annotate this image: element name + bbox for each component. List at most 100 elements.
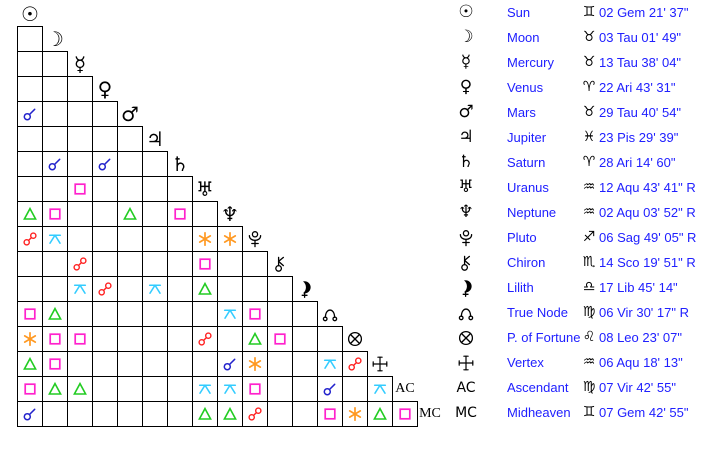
table-row-sun: ☉ Sun ♊ 02 Gem 21' 37" bbox=[0, 0, 705, 25]
quincunx-aspect-icon bbox=[222, 306, 238, 322]
aspect-cell-venus-mercury bbox=[67, 76, 93, 102]
ascendant-glyph-text: AC bbox=[456, 379, 476, 396]
aspect-cell-ascendant-moon bbox=[42, 376, 68, 402]
conjunction-aspect-icon bbox=[322, 381, 338, 397]
square-aspect-icon bbox=[72, 331, 88, 347]
aspect-cell-pluto-uranus bbox=[192, 226, 218, 252]
square-aspect-icon bbox=[272, 331, 288, 347]
conjunction-aspect-icon bbox=[22, 406, 38, 422]
aspect-cell-pluto-moon bbox=[42, 226, 68, 252]
aspect-cell-vertex-mercury bbox=[67, 351, 93, 377]
aspect-cell-truenode-mars bbox=[117, 301, 143, 327]
fortune-glyph bbox=[342, 326, 368, 352]
moon-glyph: ☽ bbox=[42, 26, 68, 52]
pisces-sign-icon: ♓ bbox=[582, 129, 596, 145]
taurus-sign-icon: ♉ bbox=[582, 104, 596, 120]
uranus-glyph: ♅ bbox=[451, 175, 481, 200]
planet-position: 29 Tau 40' 54" bbox=[599, 105, 682, 120]
planet-name: Mars bbox=[507, 105, 536, 120]
aspect-cell-truenode-uranus bbox=[192, 301, 218, 327]
moon-glyph-text: ☽ bbox=[458, 27, 474, 47]
table-row-ascendant: AC Ascendant ♍ 07 Vir 42' 55" bbox=[0, 375, 705, 400]
aspect-cell-jupiter-mars bbox=[117, 126, 143, 152]
midheaven-glyph: MC bbox=[417, 401, 443, 427]
trine-aspect-icon bbox=[22, 356, 38, 372]
mars-glyph: ♂ bbox=[451, 100, 481, 125]
table-row-pluto: Pluto ♐ 06 Sag 49' 05" R bbox=[0, 225, 705, 250]
opposition-aspect-icon bbox=[197, 331, 213, 347]
ascendant-glyph: AC bbox=[451, 375, 481, 400]
conjunction-aspect-icon bbox=[47, 156, 63, 172]
table-row-uranus: ♅ Uranus ♒ 12 Aqu 43' 41" R bbox=[0, 175, 705, 200]
chiron-glyph bbox=[451, 250, 481, 275]
venus-glyph: ♀ bbox=[451, 75, 481, 100]
aquarius-sign-icon: ♒ bbox=[582, 354, 596, 370]
planet-position: 02 Gem 21' 37" bbox=[599, 5, 689, 20]
midheaven-glyph: MC bbox=[451, 400, 481, 425]
chiron-glyph bbox=[267, 251, 293, 277]
planet-position: 08 Leo 23' 07" bbox=[599, 330, 683, 345]
planet-name: Neptune bbox=[507, 205, 557, 220]
table-row-lilith: Lilith ♎ 17 Lib 45' 14" bbox=[0, 275, 705, 300]
quincunx-aspect-icon bbox=[72, 281, 88, 297]
opposition-aspect-icon bbox=[247, 406, 263, 422]
aspect-cell-vertex-uranus bbox=[192, 351, 218, 377]
planet-position: 14 Sco 19' 51" R bbox=[599, 255, 696, 270]
table-row-mars: ♂ Mars ♉ 29 Tau 40' 54" bbox=[0, 100, 705, 125]
aspect-cell-moon-sun bbox=[17, 26, 43, 52]
taurus-sign-icon: ♉ bbox=[582, 29, 596, 45]
square-aspect-icon bbox=[22, 306, 38, 322]
virgo-sign-icon: ♍ bbox=[582, 379, 596, 395]
aspect-cell-fortune-neptune bbox=[217, 326, 243, 352]
planet-position: 07 Vir 42' 55" bbox=[599, 380, 676, 395]
midheaven-glyph-text: MC bbox=[419, 406, 441, 421]
aspect-cell-fortune-pluto bbox=[242, 326, 268, 352]
table-row-mercury: ☿ Mercury ♉ 13 Tau 38' 04" bbox=[0, 50, 705, 75]
quincunx-aspect-icon bbox=[322, 356, 338, 372]
planet-position: 02 Aqu 03' 52" R bbox=[599, 205, 696, 220]
planet-position: 28 Ari 14' 60" bbox=[599, 155, 676, 170]
truenode-glyph bbox=[317, 301, 343, 327]
gemini-sign-icon: ♊ bbox=[582, 404, 596, 420]
neptune-glyph-text: ♆ bbox=[221, 202, 239, 226]
aspect-cell-fortune-chiron bbox=[267, 326, 293, 352]
sun-glyph: ☉ bbox=[17, 1, 43, 27]
mars-glyph-text: ♂ bbox=[458, 102, 474, 122]
planet-name: Uranus bbox=[507, 180, 549, 195]
sun-glyph: ☉ bbox=[451, 0, 481, 25]
planet-position: 07 Gem 42' 55" bbox=[599, 405, 689, 420]
aspect-cell-truenode-lilith bbox=[292, 301, 318, 327]
vertex-glyph bbox=[451, 350, 481, 375]
planet-position: 03 Tau 01' 49" bbox=[599, 30, 682, 45]
aries-sign-icon: ♈ bbox=[582, 79, 596, 95]
trine-aspect-icon bbox=[47, 381, 63, 397]
trine-aspect-icon bbox=[72, 381, 88, 397]
conjunction-aspect-icon bbox=[222, 356, 238, 372]
planet-name: Mercury bbox=[507, 55, 554, 70]
conjunction-aspect-icon bbox=[22, 106, 38, 122]
planet-name: Pluto bbox=[507, 230, 537, 245]
taurus-sign-icon: ♉ bbox=[582, 54, 596, 70]
square-aspect-icon bbox=[247, 306, 263, 322]
aspect-cell-uranus-mars bbox=[117, 176, 143, 202]
opposition-aspect-icon bbox=[22, 231, 38, 247]
square-aspect-icon bbox=[47, 356, 63, 372]
planet-name: Chiron bbox=[507, 255, 546, 270]
aspect-cell-chiron-uranus bbox=[192, 251, 218, 277]
leo-sign-icon: ♌ bbox=[582, 329, 596, 345]
mercury-glyph-text: ☿ bbox=[73, 52, 87, 76]
planet-position: 23 Pis 29' 39" bbox=[599, 130, 679, 145]
sun-glyph-text: ☉ bbox=[458, 2, 474, 22]
planet-position: 13 Tau 38' 04" bbox=[599, 55, 682, 70]
aspect-cell-uranus-mercury bbox=[67, 176, 93, 202]
aspect-cell-vertex-chiron bbox=[267, 351, 293, 377]
trine-aspect-icon bbox=[197, 281, 213, 297]
aspect-cell-jupiter-venus bbox=[92, 126, 118, 152]
trine-aspect-icon bbox=[47, 306, 63, 322]
aspect-cell-vertex-pluto bbox=[242, 351, 268, 377]
saturn-glyph-text: ♄ bbox=[171, 152, 189, 176]
aquarius-sign-icon: ♒ bbox=[582, 204, 596, 220]
aquarius-sign-icon: ♒ bbox=[582, 179, 596, 195]
square-aspect-icon bbox=[197, 256, 213, 272]
table-row-vertex: Vertex ♒ 06 Aqu 18' 13" bbox=[0, 350, 705, 375]
